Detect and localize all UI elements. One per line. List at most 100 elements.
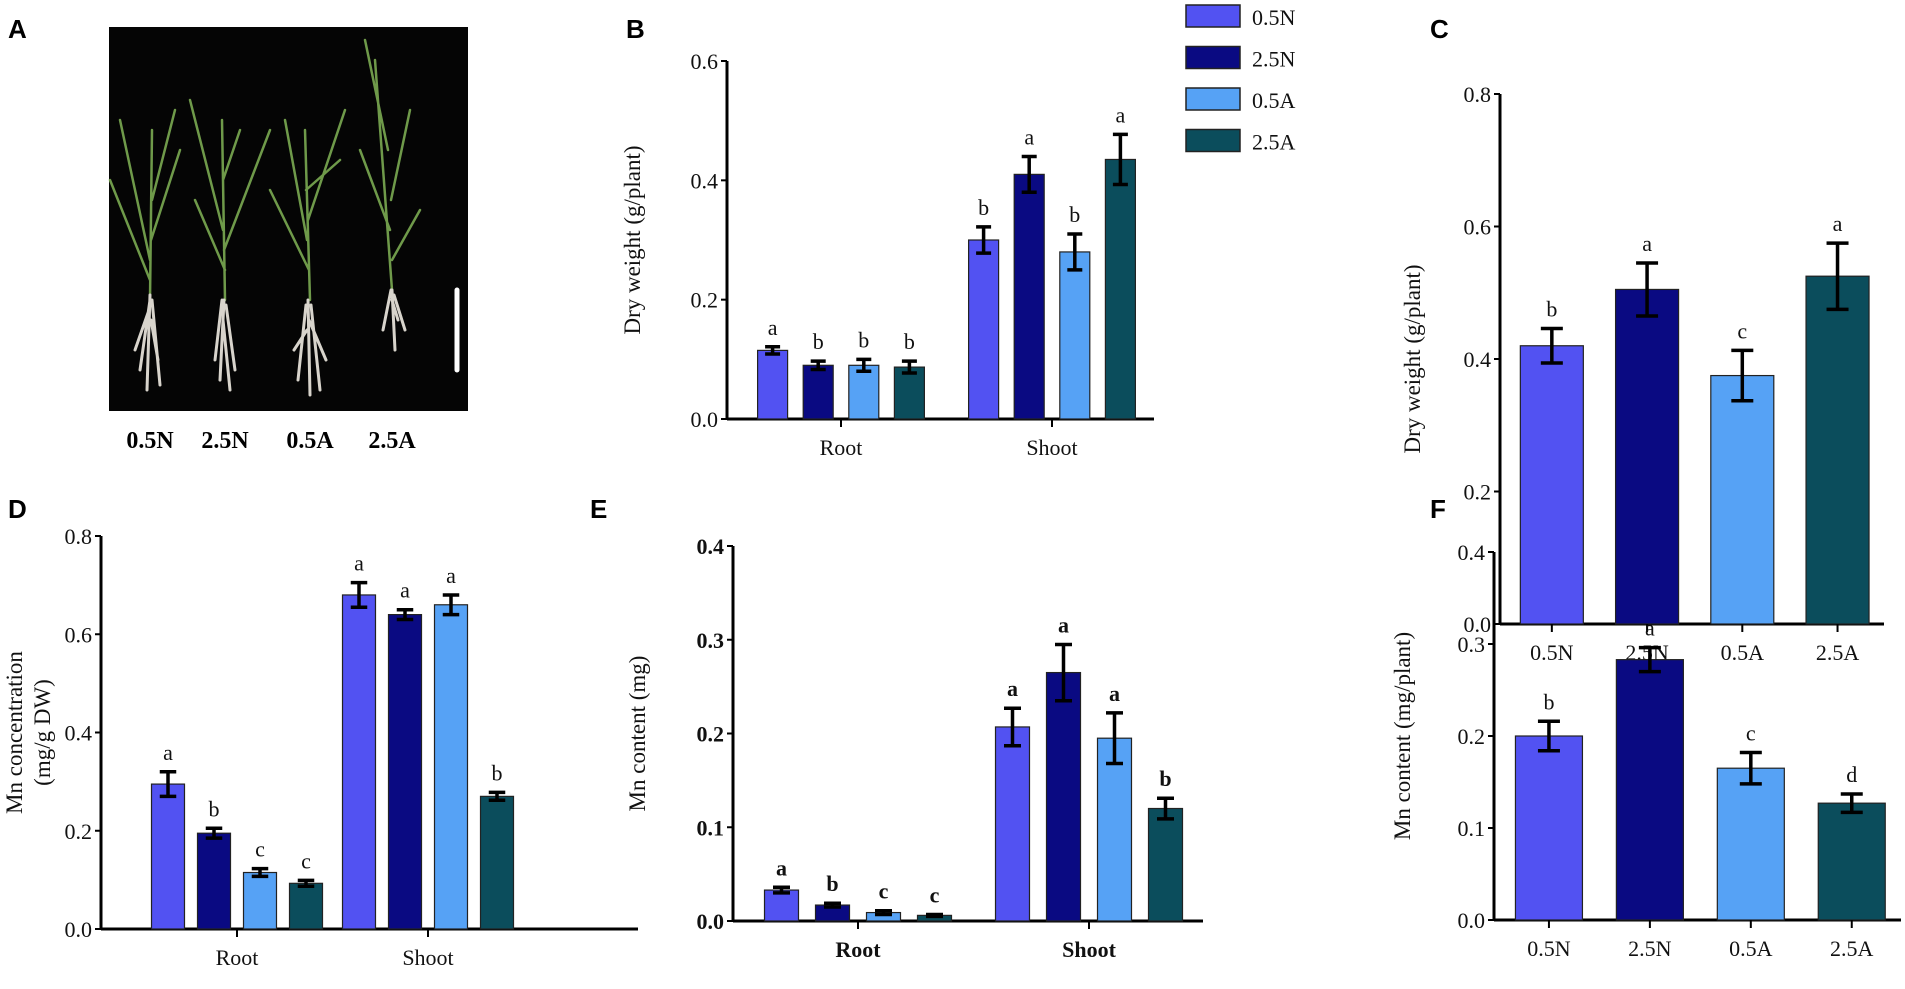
bar (1096, 737, 1133, 922)
bar (1104, 158, 1137, 420)
bar (1710, 374, 1775, 625)
bar (479, 795, 515, 930)
legend-swatch (1185, 45, 1241, 70)
y-axis-label: Dry weight (g/plant) (1400, 264, 1425, 453)
y-tick-label: 0.1 (697, 815, 725, 840)
legend-label: 0.5N (1252, 5, 1296, 30)
bar (150, 783, 186, 930)
bar (196, 832, 232, 930)
error-bar (773, 885, 790, 895)
y-tick-label: 0.8 (1464, 82, 1492, 107)
error-bar (297, 878, 315, 889)
bar (1615, 659, 1684, 921)
bar (1045, 671, 1082, 922)
significance-letter: c (301, 848, 311, 873)
y-tick-label: 0.2 (1458, 724, 1486, 749)
y-axis-label: Mn content (mg) (625, 656, 650, 812)
error-bar (1636, 261, 1659, 318)
y-tick-label: 0.4 (65, 721, 93, 746)
y-axis-label: Mn content (mg/plant) (1390, 632, 1415, 840)
significance-letter: a (446, 563, 456, 588)
x-tick-label: 0.5N (1527, 936, 1571, 961)
significance-letter: b (492, 760, 503, 785)
legend: 0.5N 2.5N 0.5A 2.5A (1185, 4, 1296, 155)
error-bar (926, 912, 943, 919)
y-tick-label: 0.1 (1458, 816, 1486, 841)
panel-label-a: A (8, 14, 27, 44)
plant-label: 2.5N (201, 428, 249, 454)
error-bar (1004, 706, 1021, 748)
significance-letter: b (1159, 766, 1171, 791)
significance-letter: a (1833, 211, 1843, 236)
bar (763, 889, 800, 922)
error-bar (1638, 645, 1661, 674)
significance-letter: a (1024, 124, 1034, 149)
significance-letter: a (1645, 616, 1655, 641)
y-tick-label: 0.6 (691, 49, 719, 74)
bar (1805, 275, 1870, 625)
error-bar (159, 770, 177, 799)
legend-swatch (1185, 128, 1241, 153)
y-tick-label: 0.3 (1458, 632, 1486, 657)
y-tick-label: 0.0 (691, 407, 719, 432)
y-tick-label: 0.3 (697, 628, 725, 653)
legend-label: 0.5A (1252, 88, 1296, 113)
panel-label-f: F (1430, 494, 1446, 524)
bar (288, 882, 324, 930)
significance-letter: b (1543, 689, 1554, 714)
y-tick-label: 0.8 (65, 524, 93, 549)
significance-letter: a (768, 315, 778, 340)
legend-label: 2.5A (1252, 130, 1296, 155)
y-tick-label: 0.6 (1464, 215, 1492, 240)
significance-letter: a (1058, 612, 1069, 637)
plant-photo (109, 27, 468, 411)
bar (848, 364, 880, 420)
bar (1817, 802, 1886, 921)
error-bar (901, 359, 917, 375)
panel-label-e: E (590, 494, 607, 524)
legend-label: 2.5N (1252, 47, 1296, 72)
y-tick-label: 0.0 (65, 917, 93, 942)
bar (1147, 807, 1184, 922)
x-tick-label: Root (216, 945, 259, 970)
significance-letter: a (1116, 102, 1126, 127)
significance-letter: a (400, 578, 410, 603)
panel-a: A 0.5N 2.5N 0.5A 2.5A (8, 14, 468, 454)
y-tick-label: 0.2 (697, 722, 725, 747)
error-bar (1055, 642, 1072, 703)
error-bar (1840, 792, 1863, 815)
plant-label: 0.5A (286, 428, 334, 454)
plant-label: 0.5N (126, 428, 174, 454)
panel-b: B 0.0 0.2 0.4 0.6 Dry weight (g/plant) a b b b Roo… (620, 14, 1154, 460)
bar (1059, 251, 1091, 420)
bar (1013, 173, 1045, 420)
bar (893, 366, 926, 420)
significance-letter: c (879, 879, 889, 904)
plant-label: 2.5A (368, 428, 416, 454)
y-tick-label: 0.0 (1464, 612, 1492, 637)
significance-letter: b (904, 329, 915, 354)
significance-letter: a (163, 740, 173, 765)
significance-letter: a (776, 855, 787, 880)
error-bar (1112, 132, 1128, 187)
x-tick-label: 0.5A (1721, 640, 1765, 665)
significance-letter: a (1109, 681, 1120, 706)
significance-letter: b (209, 796, 220, 821)
significance-letter: c (930, 882, 940, 907)
bar (1716, 767, 1785, 921)
y-tick-label: 0.4 (691, 168, 719, 193)
significance-letter: a (354, 551, 364, 576)
bar (1514, 735, 1584, 921)
error-bar (824, 901, 841, 909)
y-tick-label: 0.4 (1464, 347, 1492, 372)
error-bar (251, 866, 269, 879)
bar (802, 364, 834, 420)
error-bar (488, 790, 506, 803)
y-axis-label: Mn concentration (2, 651, 27, 814)
x-tick-label: 0.5A (1729, 936, 1773, 961)
error-bar (1021, 154, 1037, 195)
error-bar (1067, 232, 1083, 272)
bar (341, 594, 377, 930)
error-bar (1731, 348, 1754, 403)
bar (1519, 345, 1584, 625)
